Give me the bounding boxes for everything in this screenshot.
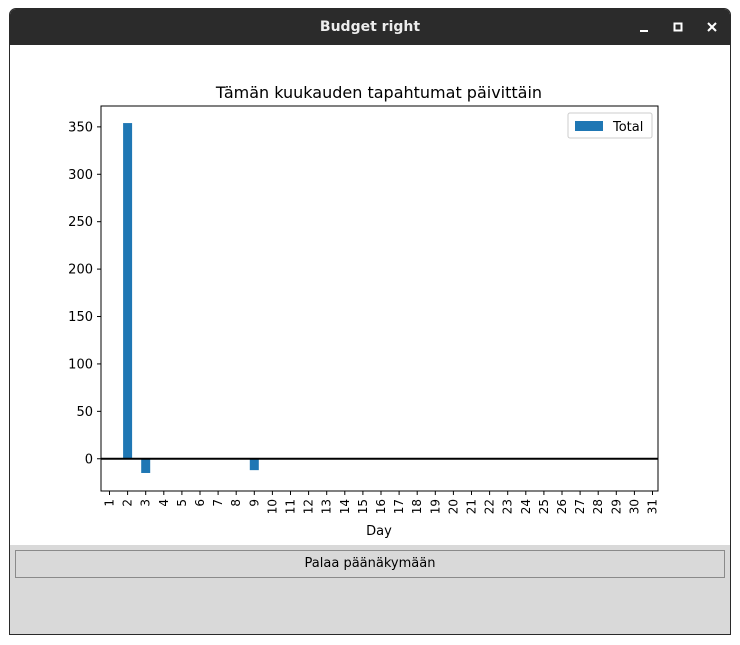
x-tick-label: 10 — [265, 499, 279, 514]
legend-label: Total — [612, 120, 643, 135]
daily-transactions-chart: Tämän kuukauden tapahtumat päivittäin Da… — [68, 83, 660, 539]
x-tick-label: 7 — [211, 499, 225, 507]
legend-box — [567, 112, 653, 139]
chart-area: Tämän kuukauden tapahtumat päivittäin Da… — [10, 45, 730, 545]
x-tick-label: 8 — [229, 499, 243, 507]
x-tick-label: 6 — [193, 499, 207, 507]
y-tick-label: 0 — [85, 452, 93, 467]
x-tick-label: 2 — [121, 499, 135, 507]
app-window: Budget right Tämän kuukauden tapahtumat … — [9, 8, 731, 635]
x-tick-label: 16 — [374, 499, 388, 514]
close-icon[interactable] — [702, 17, 722, 37]
y-tick-label: 150 — [68, 310, 93, 325]
x-tick-label: 11 — [284, 499, 298, 514]
x-tick-label: 20 — [446, 499, 460, 514]
y-tick-label: 100 — [68, 357, 93, 372]
maximize-icon[interactable] — [668, 17, 688, 37]
x-tick-label: 15 — [356, 499, 370, 514]
x-axis-label: Day — [366, 524, 392, 539]
x-tick-label: 26 — [555, 499, 569, 514]
x-tick-label: 18 — [410, 499, 424, 514]
y-tick-label: 50 — [76, 405, 93, 420]
x-tick-label: 25 — [537, 499, 551, 514]
x-tick-label: 14 — [338, 499, 352, 514]
x-tick-label: 21 — [465, 499, 479, 514]
x-tick-label: 30 — [627, 499, 641, 514]
chart-title: Tämän kuukauden tapahtumat päivittäin — [215, 83, 542, 102]
bar-day-3 — [141, 458, 151, 473]
x-tick-label: 4 — [157, 499, 171, 507]
title-bar[interactable]: Budget right — [10, 9, 730, 45]
x-tick-label: 29 — [609, 499, 623, 514]
plot-frame — [100, 105, 659, 492]
x-tick-label: 5 — [175, 499, 189, 507]
x-tick-label: 1 — [103, 499, 117, 507]
y-tick-label: 250 — [68, 215, 93, 230]
y-tick-label: 300 — [68, 168, 93, 183]
window-title: Budget right — [319, 19, 421, 35]
x-tick-label: 22 — [483, 499, 497, 514]
x-tick-label: 3 — [139, 499, 153, 507]
x-tick-label: 17 — [392, 499, 406, 514]
x-tick-label: 13 — [320, 499, 334, 514]
x-tick-label: 24 — [519, 499, 533, 514]
chart-legend: Total — [567, 112, 653, 139]
minimize-icon[interactable] — [634, 17, 654, 37]
legend-swatch — [575, 121, 603, 131]
return-to-main-view-button[interactable]: Palaa päänäkymään — [15, 550, 725, 578]
x-tick-label: 9 — [247, 499, 261, 507]
x-tick-label: 28 — [591, 499, 605, 514]
x-tick-label: 23 — [501, 499, 515, 514]
x-tick-label: 19 — [428, 499, 442, 514]
bottom-panel: Palaa päänäkymään — [10, 545, 730, 634]
x-tick-label: 31 — [646, 499, 660, 514]
x-tick-label: 27 — [573, 499, 587, 514]
y-tick-label: 350 — [68, 120, 93, 135]
y-tick-label: 200 — [68, 263, 93, 278]
x-tick-label: 12 — [302, 499, 316, 514]
bar-day-9 — [249, 458, 259, 471]
bar-day-2 — [123, 123, 133, 459]
